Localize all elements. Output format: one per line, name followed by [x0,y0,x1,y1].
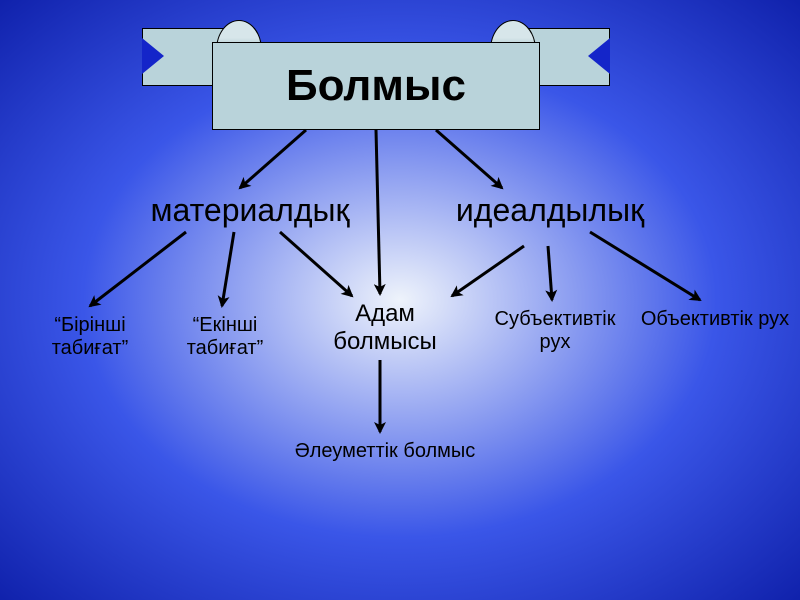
banner-notch-right [588,38,610,74]
banner-body: Болмыс [212,42,540,130]
node-objective: Объективтік рух [640,308,790,331]
node-subjective: Субъективтік рух [480,308,630,354]
node-second: “Екінші табиғат” [165,314,285,360]
node-material: материалдық [120,192,380,229]
banner-title: Болмыс [286,61,466,111]
diagram-stage: Болмыс материалдық идеалдылық “Бірінші таб… [0,0,800,600]
node-ideal: идеалдылық [430,192,670,229]
node-human: Адам болмысы [310,300,460,355]
node-first: “Бірінші табиғат” [30,314,150,360]
banner-notch-left [142,38,164,74]
node-social: Әлеуметтік болмыс [290,440,480,463]
title-banner: Болмыс [176,20,576,130]
